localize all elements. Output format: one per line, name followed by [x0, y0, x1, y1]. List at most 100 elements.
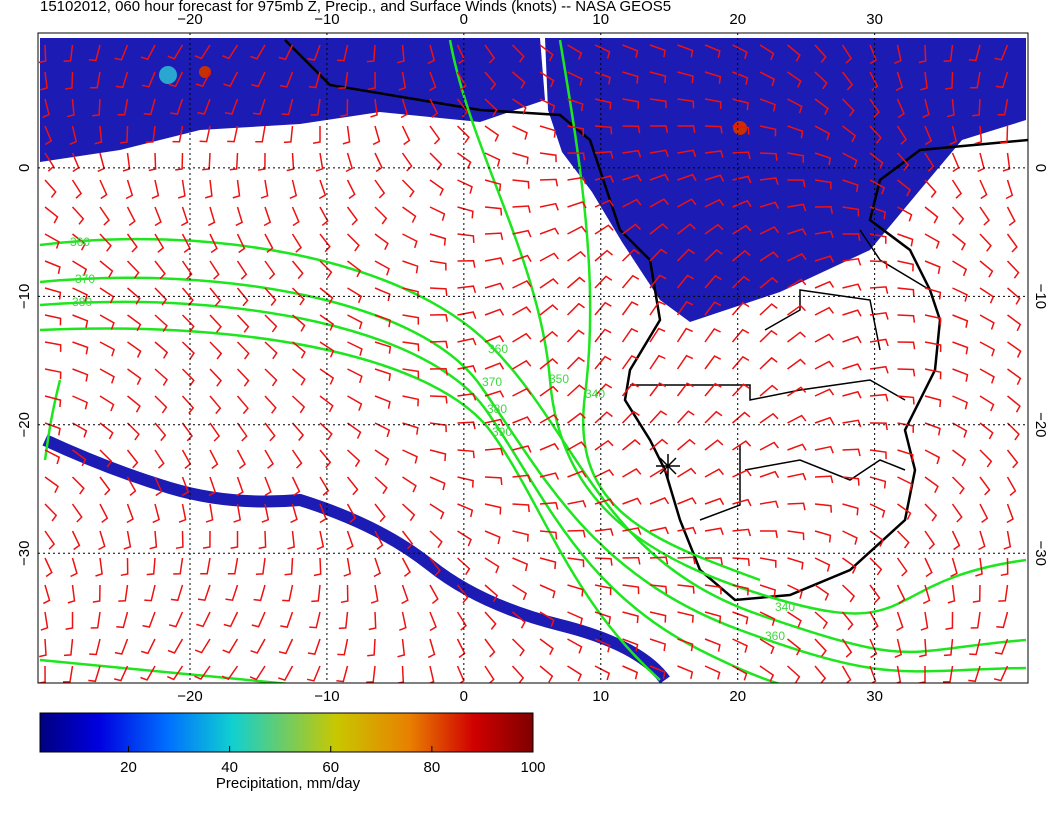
wind-barb [621, 301, 639, 316]
wind-barb [366, 44, 376, 63]
wind-barb [310, 98, 321, 116]
wind-barb [99, 503, 109, 523]
wind-barb [732, 411, 751, 424]
wind-barb [374, 341, 392, 354]
wind-barb [340, 98, 349, 117]
wind-barb [223, 71, 239, 88]
wind-barb [44, 422, 61, 436]
wind-barb [622, 638, 639, 652]
top-tick-label: 20 [729, 11, 746, 28]
wind-barb [567, 470, 587, 478]
wind-barb [920, 71, 928, 91]
precip-max [733, 121, 747, 135]
wind-barb [649, 173, 670, 182]
wind-barb [99, 314, 115, 330]
wind-barb [401, 503, 416, 522]
wind-barb [204, 179, 213, 199]
wind-barb [484, 503, 502, 515]
wind-barb [250, 44, 266, 60]
wind-barb [787, 557, 804, 570]
wind-barb [594, 439, 614, 451]
colorbar-tick-label: 20 [120, 759, 137, 776]
wind-barb [126, 206, 136, 226]
wind-barb [484, 530, 501, 545]
wind-barb [759, 470, 780, 479]
wind-barb [484, 44, 496, 64]
wind-barb [732, 498, 752, 507]
wind-barb [141, 71, 156, 88]
wind-barb [178, 503, 187, 523]
wind-barb [194, 638, 211, 654]
wind-barb [841, 638, 853, 658]
wind-barb [484, 476, 503, 485]
wind-barb [291, 206, 300, 227]
wind-barb [814, 152, 832, 166]
wind-barb [72, 314, 89, 328]
wind-barb [484, 611, 497, 630]
wind-barb [676, 300, 694, 316]
wind-barb [511, 638, 525, 657]
wind-barb [264, 476, 272, 497]
wind-barb [65, 612, 74, 630]
wind-barb [594, 125, 613, 135]
wind-barb [396, 665, 405, 683]
wind-barb [539, 442, 560, 451]
wind-barb [842, 179, 859, 193]
wind-barb [250, 638, 266, 654]
wind-barb [649, 638, 667, 652]
wind-barb [456, 98, 469, 118]
wind-barb [197, 584, 211, 602]
wind-barb [979, 395, 995, 412]
wind-barb [759, 665, 775, 682]
wind-barb [402, 449, 418, 464]
wind-barb [759, 251, 779, 262]
wind-barb [787, 584, 803, 599]
wind-barb [924, 530, 936, 550]
wind-barb [457, 206, 474, 219]
wind-barb [127, 368, 142, 386]
wind-barb [732, 125, 750, 135]
wind-barb [539, 584, 556, 599]
wind-barb [786, 665, 801, 683]
top-tick-label: −20 [177, 11, 202, 28]
wind-barb [979, 449, 993, 468]
wind-barb [512, 332, 532, 343]
wind-barb [704, 223, 724, 235]
wind-barb [869, 233, 887, 244]
wind-barb [291, 422, 305, 441]
wind-barb [71, 179, 83, 199]
wind-barb [457, 421, 476, 430]
wind-barb [924, 476, 939, 494]
wind-barb [704, 584, 722, 595]
wind-barb [677, 71, 694, 84]
wind-barb [842, 257, 862, 266]
wind-barb [676, 410, 695, 424]
top-tick-label: −10 [314, 11, 339, 28]
wind-barb [374, 152, 383, 173]
wind-barb [429, 503, 445, 520]
wind-barb [401, 179, 415, 198]
wind-barb [704, 44, 721, 59]
wind-barb [924, 395, 942, 408]
wind-barb [842, 557, 857, 574]
wind-barb [227, 125, 239, 143]
wind-barb [236, 287, 249, 307]
wind-barb [44, 368, 62, 380]
wind-barb [72, 395, 88, 410]
wind-barb [978, 530, 986, 551]
wind-barb [539, 278, 559, 289]
wind-barb [236, 314, 250, 333]
wind-barb [168, 611, 184, 628]
wind-barb [704, 71, 722, 84]
coastline [284, 39, 1028, 602]
wind-barb [952, 287, 968, 302]
wind-barb [969, 638, 981, 656]
wind-barb [512, 152, 529, 165]
wind-barb [897, 422, 914, 433]
wind-barb [457, 233, 475, 243]
wind-barb [621, 248, 641, 262]
wind-barb [1007, 341, 1022, 358]
wind-barb [704, 527, 724, 536]
wind-barb [251, 71, 266, 88]
wind-barb [814, 445, 834, 454]
